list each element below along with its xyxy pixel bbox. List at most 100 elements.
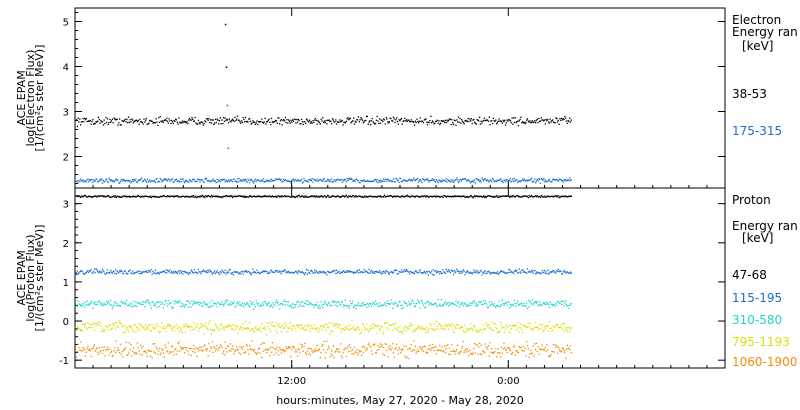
data-point	[357, 180, 360, 182]
data-point	[468, 354, 470, 357]
data-point	[290, 271, 292, 273]
data-point	[434, 195, 436, 197]
data-point	[283, 299, 286, 301]
data-point	[439, 180, 441, 182]
data-point	[508, 195, 510, 197]
data-point	[372, 121, 374, 123]
data-point	[470, 302, 473, 305]
data-point	[556, 304, 558, 306]
data-point	[331, 123, 333, 125]
data-point	[93, 329, 96, 331]
data-point	[214, 122, 216, 124]
data-point	[230, 194, 232, 197]
data-point	[382, 304, 384, 306]
data-point	[545, 271, 547, 273]
data-point	[470, 327, 473, 329]
data-point	[465, 303, 467, 306]
data-point	[182, 273, 184, 275]
data-point	[85, 181, 87, 183]
data-point	[166, 350, 169, 352]
data-point	[223, 329, 226, 331]
data-point	[412, 179, 414, 181]
data-point	[173, 270, 175, 272]
data-point	[429, 195, 431, 197]
data-point	[496, 352, 499, 354]
data-point	[153, 180, 155, 183]
data-point	[467, 350, 469, 352]
data-point	[454, 179, 456, 181]
data-point	[292, 346, 294, 348]
data-point	[195, 326, 197, 329]
y-tick-label-proton: 2	[63, 239, 69, 250]
data-point	[461, 119, 463, 121]
data-point	[249, 345, 251, 347]
data-point	[220, 178, 222, 181]
data-point	[373, 195, 375, 198]
data-point	[83, 273, 85, 275]
data-point	[350, 196, 352, 198]
data-point	[162, 352, 165, 354]
data-point	[135, 119, 137, 121]
data-point	[188, 347, 191, 350]
data-point	[373, 327, 375, 329]
data-point	[380, 345, 382, 348]
data-point	[422, 329, 424, 331]
data-point	[519, 118, 521, 121]
data-point	[324, 272, 326, 274]
data-point	[84, 195, 86, 197]
data-point	[338, 196, 340, 198]
data-point	[199, 181, 201, 183]
data-point	[511, 325, 513, 327]
data-point	[189, 272, 191, 274]
data-point	[113, 350, 115, 352]
data-point	[85, 351, 87, 353]
data-point	[327, 119, 329, 121]
data-point	[192, 178, 194, 180]
data-point	[420, 272, 422, 274]
data-point	[499, 120, 501, 122]
data-point	[343, 270, 345, 272]
data-point	[387, 346, 390, 348]
data-point	[548, 303, 550, 306]
data-point	[346, 178, 348, 180]
data-point	[94, 350, 96, 352]
data-point	[417, 272, 419, 274]
data-point	[299, 303, 301, 305]
data-point	[180, 329, 182, 332]
data-point	[556, 269, 558, 272]
data-point	[427, 348, 429, 350]
data-point	[334, 179, 336, 181]
data-point	[119, 182, 121, 184]
data-point	[491, 272, 493, 274]
data-point	[345, 327, 347, 329]
data-point	[527, 299, 529, 301]
data-point	[427, 196, 429, 198]
data-point	[345, 304, 347, 307]
data-point	[392, 303, 395, 305]
data-point	[236, 301, 239, 303]
data-point	[461, 180, 463, 182]
data-point	[208, 306, 210, 309]
data-point	[406, 120, 408, 123]
data-point	[256, 353, 258, 355]
data-point	[154, 181, 156, 183]
data-point	[241, 348, 243, 351]
data-point	[328, 272, 330, 274]
data-point	[328, 119, 330, 121]
data-point	[260, 272, 262, 274]
data-point	[354, 196, 356, 198]
data-point	[292, 325, 295, 327]
data-point	[315, 195, 317, 197]
data-point	[391, 324, 393, 326]
data-point	[325, 303, 327, 305]
data-point	[413, 340, 415, 342]
data-point	[458, 353, 460, 355]
data-point	[397, 179, 399, 181]
data-point	[449, 181, 451, 183]
data-point	[530, 271, 532, 273]
data-point	[388, 273, 390, 275]
data-point	[240, 180, 243, 182]
data-point	[439, 181, 442, 183]
data-point	[190, 325, 192, 327]
data-point	[296, 118, 298, 121]
